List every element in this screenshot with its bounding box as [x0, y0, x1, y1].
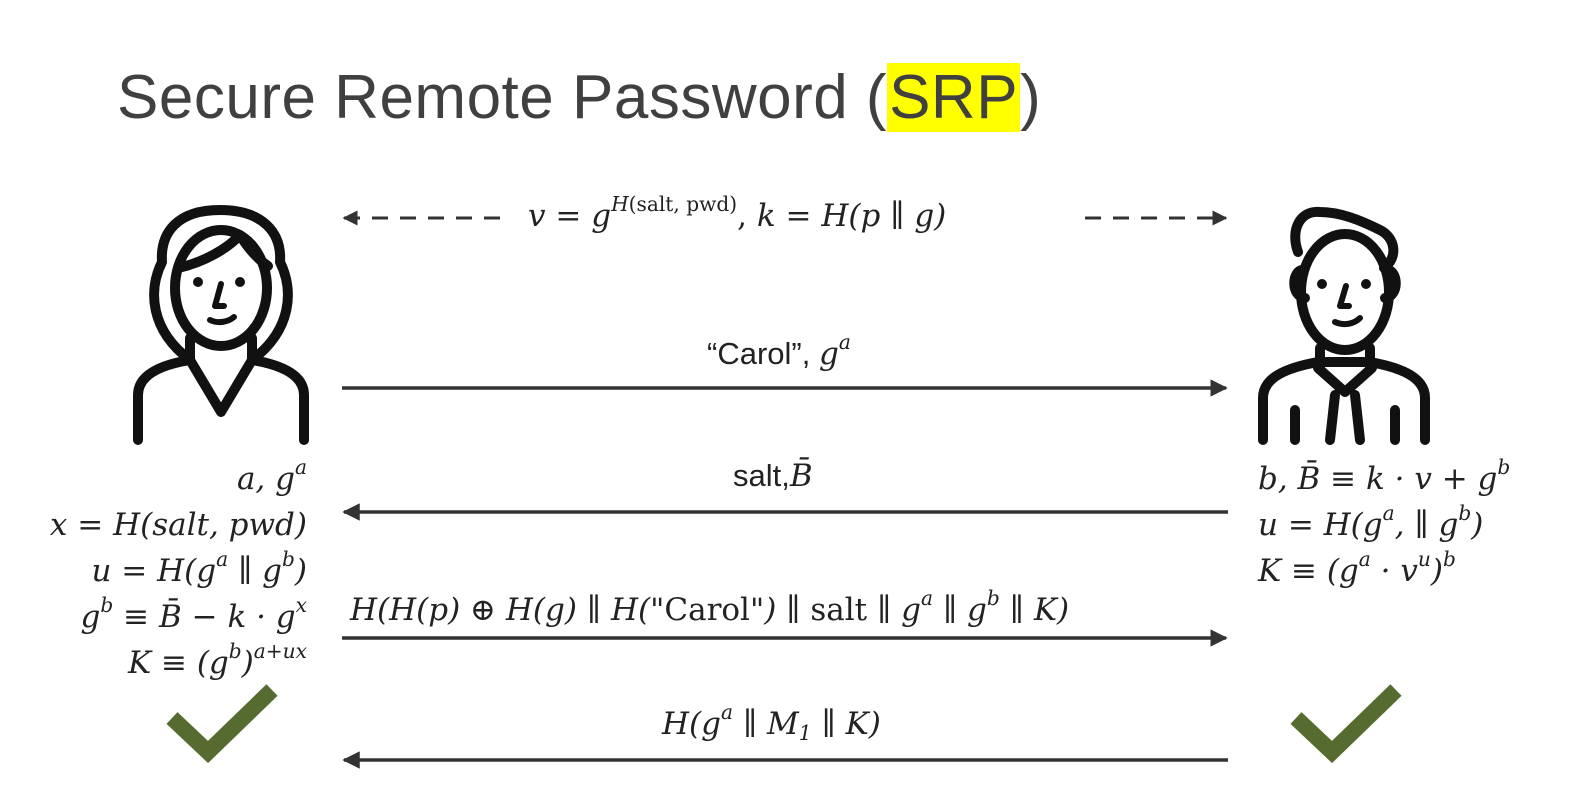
message-3-label: H(H(p) ⊕ H(g) ∥ H("Carol") ∥ salt ∥ ga ∥… — [350, 585, 1070, 628]
client-eq-3: u = H(ga ∥ gb) — [91, 546, 307, 589]
right-check-icon — [1290, 684, 1402, 764]
client-equations: a, ga x = H(salt, pwd) u = H(ga ∥ gb) gb… — [50, 456, 307, 686]
server-equations: b, B̄ ≡ k · v + gb u = H(ga, ∥ gb) K ≡ (… — [1258, 456, 1510, 594]
setup-message: v = gH(salt, pwd), k = H(p ∥ g) — [528, 191, 947, 234]
server-eq-1: b, B̄ ≡ k · v + gb — [1258, 454, 1511, 497]
slide-title: Secure Remote Password (SRP) — [117, 63, 1042, 132]
server-eq-2: u = H(ga, ∥ gb) — [1258, 500, 1484, 543]
man-user-icon — [1258, 206, 1430, 445]
client-eq-2: x = H(salt, pwd) — [49, 507, 307, 543]
server-eq-3: K ≡ (ga · vu)b — [1258, 546, 1456, 589]
title-highlight: SRP — [887, 63, 1021, 132]
client-eq-1: a, ga — [236, 454, 307, 497]
left-check-icon — [166, 684, 278, 764]
message-4-label: H(ga ∥ M1 ∥ K) — [662, 699, 881, 746]
client-eq-4: gb ≡ B̄ − k · gx — [80, 592, 307, 635]
woman-user-icon — [133, 205, 309, 445]
message-1-label: “Carol”, ga — [707, 329, 851, 372]
message-2-label: salt,B̄ — [733, 458, 813, 494]
client-eq-5: K ≡ (gb)a+ux — [127, 638, 307, 681]
